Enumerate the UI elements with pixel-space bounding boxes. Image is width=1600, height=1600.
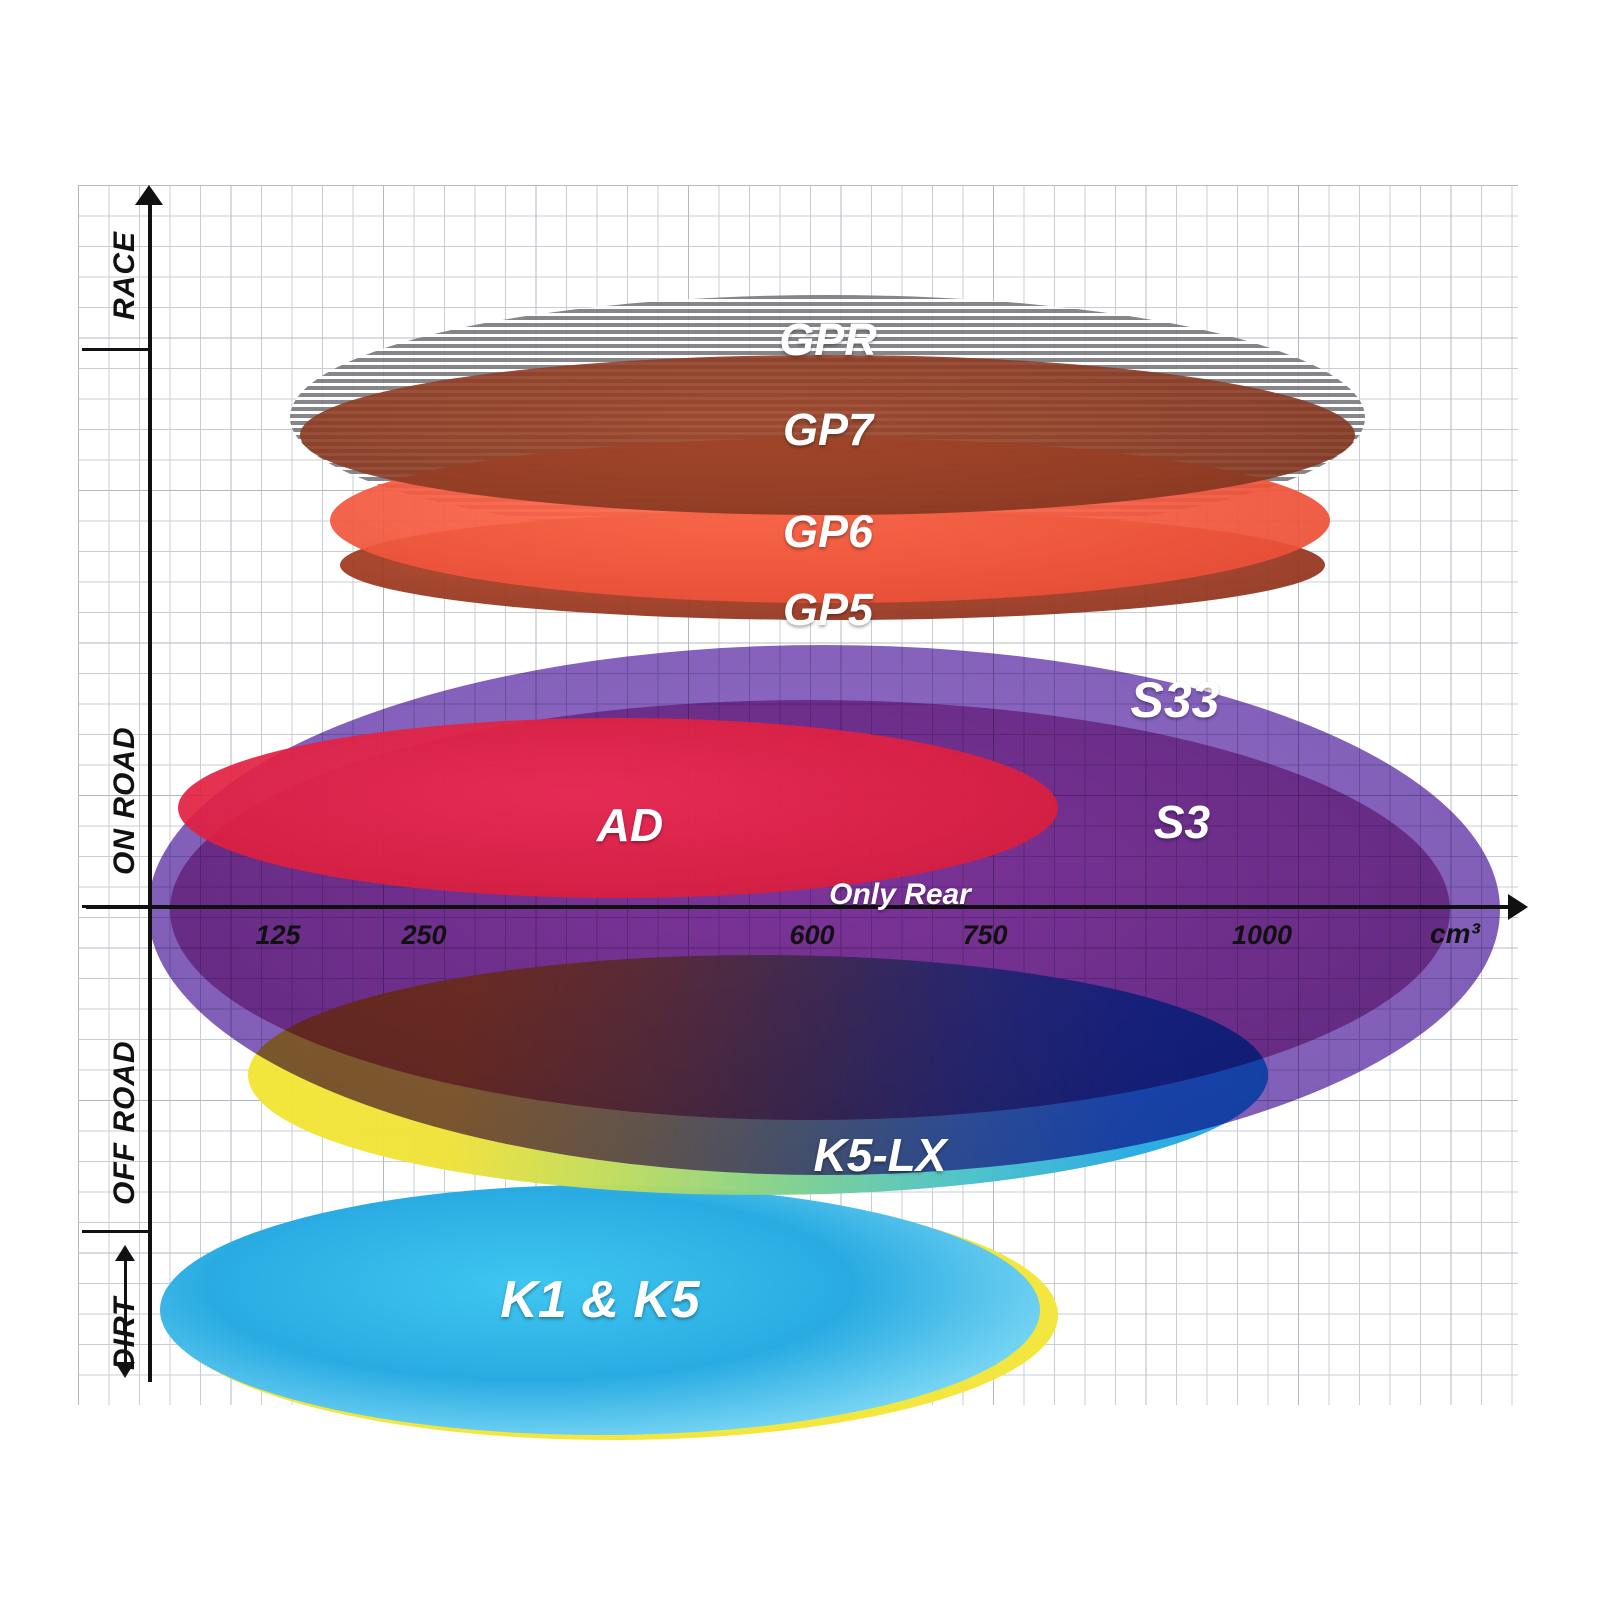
blob-label-gpr: GPR (779, 314, 877, 365)
blob-label-gp5: GP5 (782, 584, 874, 635)
blob-label-ad: AD (596, 799, 664, 851)
band-separator-onroad (82, 905, 148, 908)
y-label-race: RACE (108, 230, 141, 320)
blob-label-s3: S3 (1153, 796, 1211, 848)
blob-label-gp6: GP6 (782, 506, 874, 557)
x-axis-line (86, 905, 1516, 909)
x-axis-unit-label: cm³ (1430, 918, 1480, 949)
blob-k1k5 (160, 1185, 1040, 1435)
y-axis-arrow-icon (135, 185, 163, 205)
y-axis-line (148, 197, 152, 1382)
blob-label-gp7: GP7 (782, 404, 874, 455)
band-separator-offroad (82, 1230, 148, 1233)
blob-label-k5lx: K5-LX (813, 1129, 947, 1181)
annotation-only-rear: Only Rear (829, 878, 971, 911)
x-tick-750: 750 (962, 920, 1008, 950)
x-tick-600: 600 (789, 920, 835, 950)
x-axis-arrow-icon (1508, 894, 1528, 920)
y-label-on-road: ON ROAD (108, 726, 141, 875)
blob-ad (178, 718, 1058, 898)
dirt-arrow-up-icon (115, 1245, 135, 1261)
dirt-range-line (124, 1258, 127, 1368)
x-tick-250: 250 (401, 920, 447, 950)
x-tick-1000: 1000 (1231, 920, 1293, 950)
blob-label-s33: S33 (1130, 672, 1220, 728)
band-separator-race (82, 348, 148, 351)
blob-gp7 (300, 355, 1355, 515)
y-label-dirt: DIRT (108, 1296, 141, 1370)
x-tick-125: 125 (255, 920, 301, 950)
y-label-off-road: OFF ROAD (108, 1040, 141, 1205)
blob-label-k1k5: K1 & K5 (500, 1271, 700, 1329)
dirt-arrow-down-icon (115, 1362, 135, 1378)
